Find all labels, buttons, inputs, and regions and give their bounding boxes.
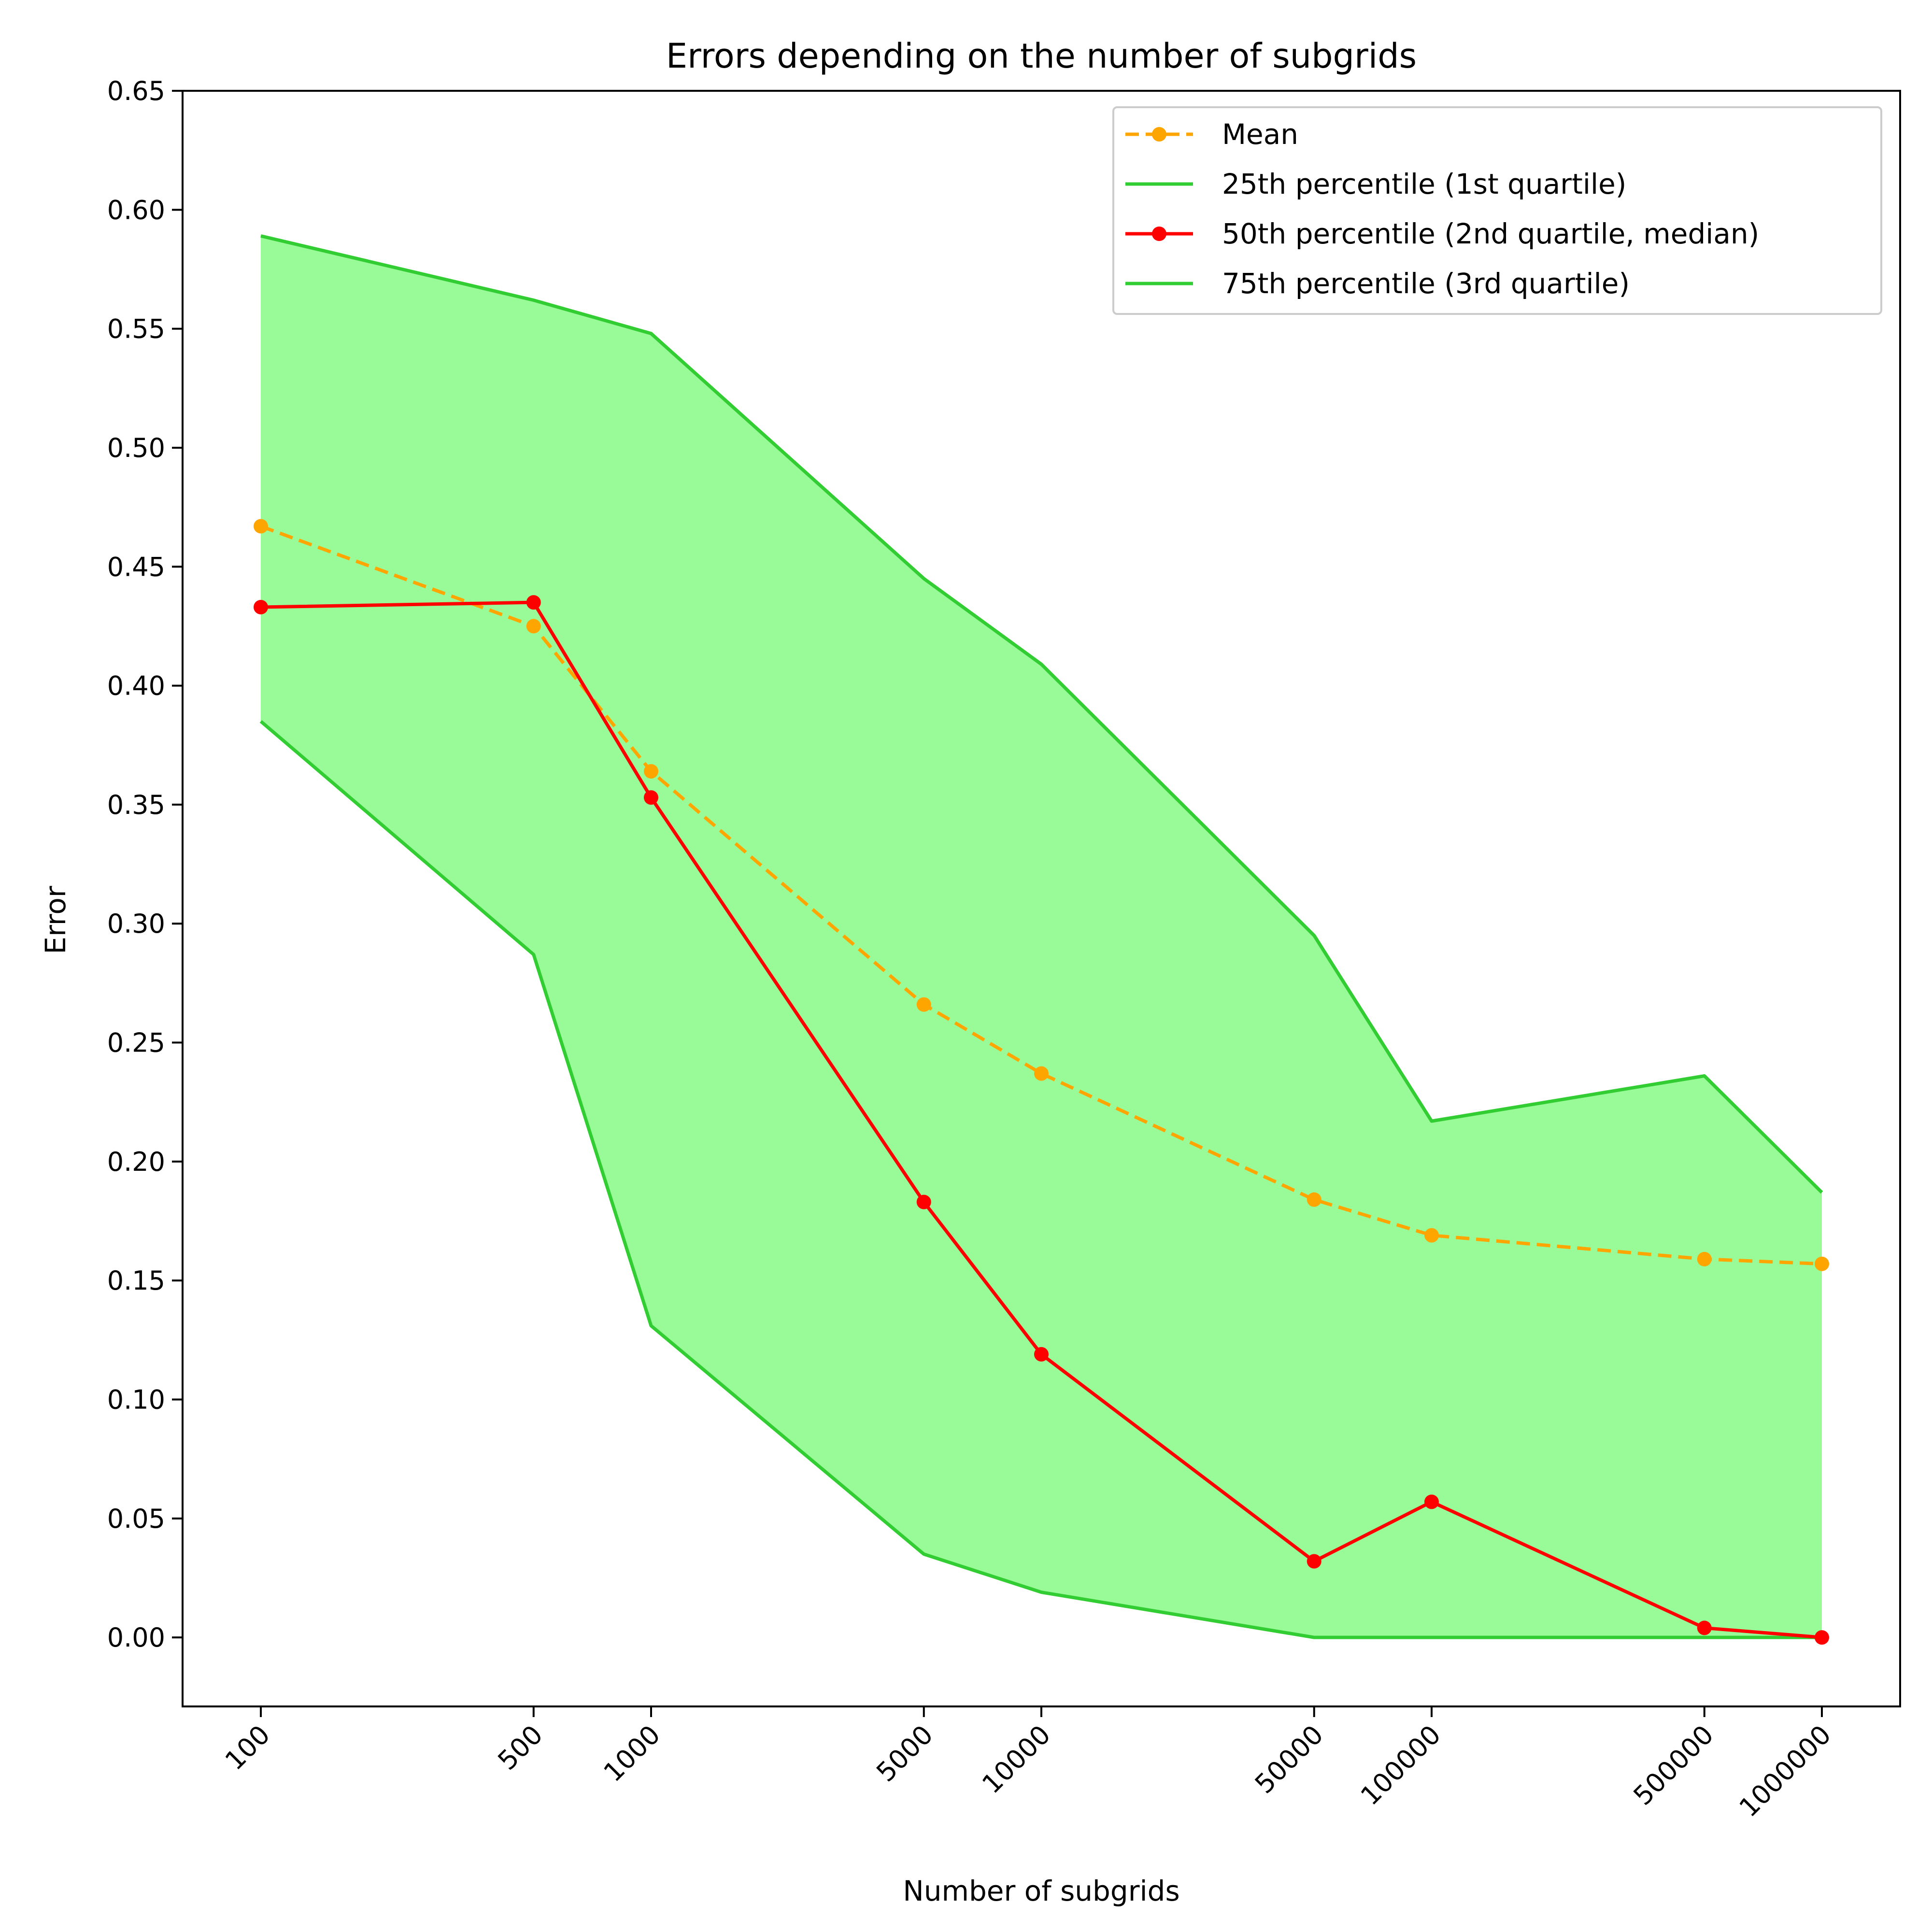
y-axis-label: Error — [39, 886, 72, 954]
y-tick-label: 0.45 — [107, 552, 165, 582]
data-point — [916, 1194, 931, 1209]
series-25th-percentile-1st-quartile — [259, 720, 1822, 1639]
data-point — [254, 519, 268, 534]
data-point — [644, 790, 658, 805]
data-point — [1697, 1620, 1712, 1635]
legend-swatch-marker — [1152, 227, 1166, 241]
legend-label: Mean — [1222, 118, 1298, 151]
data-point — [1424, 1494, 1439, 1509]
legend-item-75th-percentile-3rd-quartile: 75th percentile (3rd quartile) — [1125, 267, 1630, 300]
legend-label: 75th percentile (3rd quartile) — [1222, 267, 1630, 300]
data-point — [1815, 1630, 1829, 1645]
y-tick-label: 0.20 — [107, 1147, 165, 1177]
x-tick-label: 1000000 — [1733, 1719, 1837, 1823]
x-tick-label: 5000 — [870, 1719, 939, 1788]
data-point — [1307, 1192, 1321, 1207]
x-axis-label: Number of subgrids — [903, 1875, 1179, 1907]
data-point — [1034, 1347, 1049, 1362]
data-point — [1307, 1554, 1321, 1569]
y-tick-label: 0.65 — [107, 76, 165, 106]
series-line-mean — [260, 525, 1822, 1266]
y-tick-label: 0.35 — [107, 790, 165, 820]
data-point — [1424, 1228, 1439, 1243]
y-tick-label: 0.30 — [107, 909, 165, 939]
iqr-band — [261, 236, 1822, 1638]
y-tick-label: 0.50 — [107, 433, 165, 463]
legend-item-mean: Mean — [1125, 118, 1298, 151]
y-tick-label: 0.05 — [107, 1504, 165, 1534]
data-point — [1034, 1066, 1049, 1081]
y-tick-label: 0.00 — [107, 1622, 165, 1653]
legend-box — [1112, 106, 1882, 315]
x-tick-label: 100000 — [1355, 1719, 1447, 1811]
series-mean — [254, 519, 1829, 1271]
series-line-25th-percentile-1st-quartile — [259, 720, 1822, 1639]
y-tick-label: 0.55 — [107, 314, 165, 344]
x-tick-label: 500000 — [1628, 1719, 1719, 1811]
legend-item-50th-percentile-2nd-quartile-median: 50th percentile (2nd quartile, median) — [1125, 217, 1759, 250]
data-point — [1815, 1256, 1829, 1271]
data-point — [1697, 1251, 1712, 1266]
data-point — [916, 997, 931, 1012]
y-tick-label: 0.40 — [107, 671, 165, 701]
x-tick-label: 1000 — [597, 1719, 666, 1788]
x-tick-label: 10000 — [976, 1719, 1056, 1800]
chart-title: Errors depending on the number of subgri… — [666, 36, 1417, 76]
y-tick-label: 0.60 — [107, 195, 165, 225]
x-tick-label: 500 — [492, 1719, 549, 1776]
data-point — [254, 600, 268, 615]
legend: Mean 25th percentile (1st quartile) 50th p… — [1112, 106, 1882, 315]
legend-item-25th-percentile-1st-quartile: 25th percentile (1st quartile) — [1125, 168, 1626, 200]
data-point — [526, 619, 541, 634]
x-tick-label: 100 — [219, 1719, 276, 1776]
y-tick-label: 0.25 — [107, 1028, 165, 1058]
data-point — [526, 595, 541, 610]
legend-label: 25th percentile (1st quartile) — [1222, 168, 1626, 200]
y-tick-label: 0.10 — [107, 1384, 165, 1415]
legend-swatch-marker — [1152, 127, 1166, 142]
data-point — [644, 764, 658, 779]
series-75th-percentile-3rd-quartile — [260, 234, 1823, 1194]
x-tick-label: 50000 — [1249, 1719, 1329, 1800]
legend-label: 50th percentile (2nd quartile, median) — [1222, 217, 1759, 250]
series-50th-percentile-2nd-quartile-median — [254, 595, 1829, 1645]
y-tick-label: 0.15 — [107, 1265, 165, 1296]
series-line-75th-percentile-3rd-quartile — [260, 234, 1823, 1194]
